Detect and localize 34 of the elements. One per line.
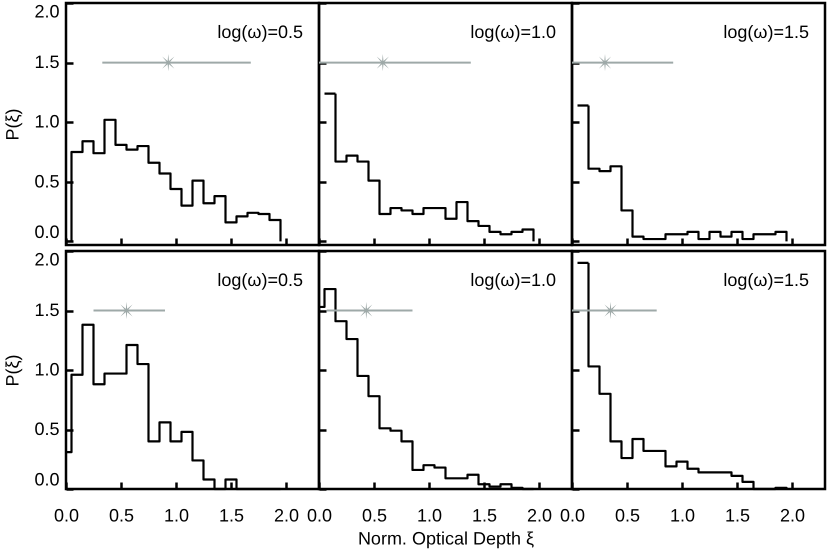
x-tick-label: 0.5 (362, 506, 388, 526)
x-tick-label: 1.5 (218, 506, 244, 526)
annotation: log(ω)=1.0 (470, 22, 556, 42)
y-tick-label: 0.5 (34, 171, 60, 192)
x-tick-label: 1.0 (164, 506, 190, 526)
x-tick-label: 1.5 (724, 506, 750, 526)
x-tick-label: 0.0 (560, 506, 586, 526)
y-tick-label: 1.0 (34, 112, 60, 132)
x-tick-label: 0.0 (306, 506, 332, 526)
y-tick-label: 0.5 (34, 419, 60, 439)
x-tick-label: 1.5 (472, 506, 498, 526)
annotation: log(ω)=0.5 (217, 22, 303, 42)
x-tick-label: 0.5 (614, 506, 640, 526)
annotation: log(ω)=1.5 (723, 22, 809, 42)
x-axis-title: Norm. Optical Depth ξ (358, 528, 534, 548)
x-tick-label: 2.0 (526, 506, 552, 526)
y-axis-title: P(ξ) (2, 354, 22, 387)
y-tick-label: 2.0 (34, 250, 60, 270)
x-tick-label: 2.0 (274, 506, 300, 526)
y-tick-label: 1.5 (34, 52, 60, 72)
annotation: log(ω)=0.5 (217, 270, 303, 290)
y-tick-label: 2.0 (34, 2, 60, 22)
x-tick-label: 2.0 (780, 506, 806, 526)
x-tick-label: 1.0 (670, 506, 696, 526)
annotation: log(ω)=1.5 (723, 270, 809, 290)
y-tick-label: 0.0 (34, 470, 60, 490)
x-tick-label: 0.5 (108, 506, 134, 526)
annotation: log(ω)=1.0 (470, 270, 556, 290)
x-tick-label: 0.0 (54, 506, 80, 526)
y-axis-title: P(ξ) (2, 108, 22, 141)
y-tick-label: 1.5 (34, 300, 60, 320)
y-tick-label: 1.0 (34, 360, 60, 380)
y-tick-label: 0.0 (34, 222, 60, 242)
x-tick-label: 1.0 (416, 506, 442, 526)
